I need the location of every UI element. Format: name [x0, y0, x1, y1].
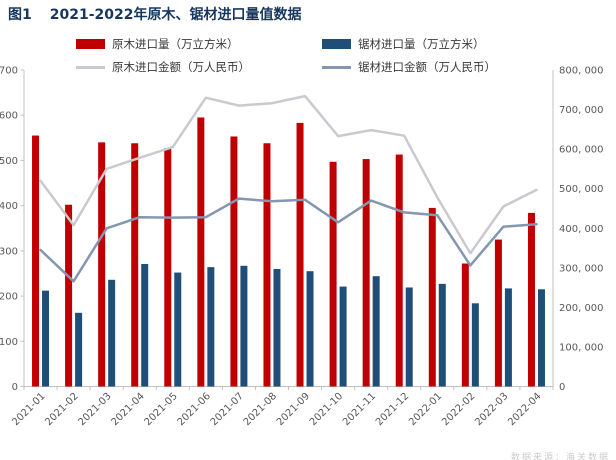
x-axis-label: 2021-11	[341, 391, 378, 428]
x-axis-label: 2021-05	[143, 391, 180, 428]
bar	[494, 239, 502, 387]
bar	[504, 288, 512, 387]
x-axis-label: 2021-02	[43, 391, 80, 428]
right-axis-tick: 600, 000	[559, 145, 604, 156]
bar	[207, 267, 215, 387]
left-axis-tick: 700	[0, 66, 18, 77]
bar	[263, 143, 271, 387]
bar	[537, 289, 545, 387]
right-axis-tick: 500, 000	[559, 184, 604, 195]
bar	[174, 272, 182, 387]
bar	[372, 276, 380, 387]
legend-item-log-volume: 原木进口量（万立方米）	[76, 36, 294, 52]
bar	[428, 207, 436, 387]
line-log-value	[39, 94, 538, 255]
left-axis-tick: 100	[0, 337, 18, 348]
bar	[131, 143, 139, 387]
bar	[42, 290, 50, 387]
right-axis-tick: 800, 000	[559, 66, 604, 77]
bar	[471, 303, 479, 387]
bars-log-volume	[32, 117, 535, 387]
right-axis-tick: 700, 000	[559, 105, 604, 116]
bar	[230, 136, 238, 387]
bar	[329, 161, 337, 387]
bar	[197, 117, 205, 387]
bar	[98, 142, 106, 387]
x-axis-label: 2021-07	[209, 391, 246, 428]
bar	[405, 287, 413, 387]
x-axis-label: 2021-10	[308, 391, 345, 428]
left-axis-tick: 600	[0, 111, 18, 122]
bar	[75, 312, 83, 387]
left-axis-tick: 400	[0, 201, 18, 212]
x-axis-label: 2022-01	[407, 391, 444, 428]
left-axis-tick: 500	[0, 156, 18, 167]
legend-label-log-value: 原木进口金额（万人民币）	[112, 60, 250, 74]
bar	[306, 271, 314, 387]
right-axis-tick: 300, 000	[559, 263, 604, 274]
watermark: 数据来源：海关数据	[510, 453, 610, 460]
bar	[164, 148, 172, 387]
x-axis-label: 2021-04	[110, 391, 147, 428]
bar	[108, 279, 116, 387]
legend-swatch-log-value	[76, 65, 105, 69]
chart-header: 图1 2021-2022年原木、锯材进口量值数据	[8, 4, 302, 24]
left-axis-tick: 300	[0, 246, 18, 257]
legend-swatch-log-volume	[76, 39, 105, 49]
legend-swatch-sawn-value	[322, 65, 351, 69]
right-axis-tick: 100, 000	[559, 342, 604, 353]
bar	[32, 135, 40, 387]
bar	[362, 159, 370, 387]
figure-label: 图1	[8, 7, 32, 23]
legend-label-sawn-volume: 锯材进口量（万立方米）	[358, 37, 485, 51]
left-axis-tick: 0	[12, 382, 18, 393]
legend-label-sawn-value: 锯材进口金额（万人民币）	[358, 60, 496, 74]
legend-swatch-sawn-volume	[322, 39, 351, 49]
bar	[273, 268, 281, 387]
bar	[527, 212, 535, 387]
page-title: 2021-2022年原木、锯材进口量值数据	[49, 7, 302, 23]
bar	[395, 154, 403, 387]
right-axis-tick: 200, 000	[559, 303, 604, 314]
right-axis-tick: 400, 000	[559, 224, 604, 235]
left-axis-tick: 200	[0, 292, 18, 303]
x-axis-label: 2021-12	[374, 391, 411, 428]
x-axis-label: 2022-04	[506, 391, 543, 428]
bar	[339, 286, 347, 387]
bar	[141, 263, 149, 387]
x-axis-label: 2022-02	[440, 391, 477, 428]
legend-label-log-volume: 原木进口量（万立方米）	[112, 37, 239, 51]
x-axis-label: 2021-03	[76, 391, 113, 428]
x-axis-label: 2022-03	[473, 391, 510, 428]
legend: 原木进口量（万立方米） 锯材进口量（万立方米） 原木进口金额（万人民币） 锯材进…	[0, 36, 616, 75]
bar	[461, 263, 469, 387]
x-axis-label: 2021-06	[176, 391, 213, 428]
legend-item-sawn-volume: 锯材进口量（万立方米）	[322, 36, 540, 52]
x-axis-label: 2021-01	[10, 391, 47, 428]
legend-item-log-value: 原木进口金额（万人民币）	[76, 59, 294, 75]
x-axis-label: 2021-09	[275, 391, 312, 428]
x-axis-label: 2021-08	[242, 391, 279, 428]
legend-item-sawn-value: 锯材进口金额（万人民币）	[322, 59, 540, 75]
bar	[438, 283, 446, 387]
bars-sawn-volume	[42, 263, 545, 387]
line-sawn-value	[39, 197, 538, 283]
bar	[296, 122, 304, 387]
bar	[65, 204, 73, 387]
bar	[240, 265, 248, 387]
right-axis-tick: 0	[559, 382, 565, 393]
